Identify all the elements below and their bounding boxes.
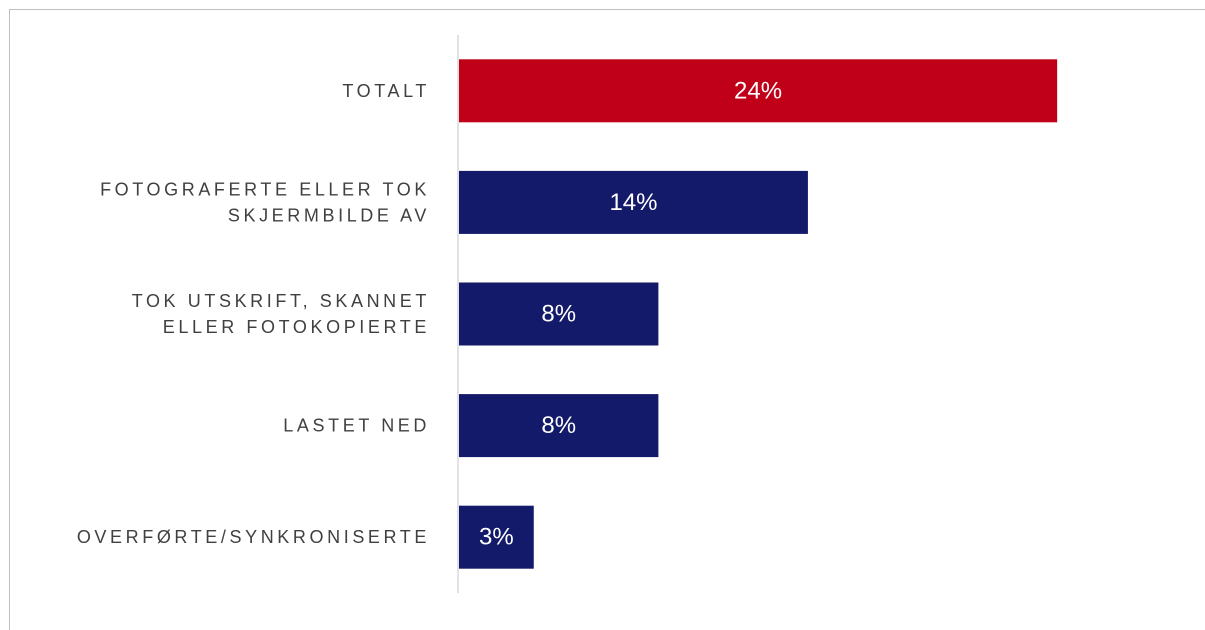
bar [459,59,1058,123]
bar [459,170,808,234]
data-label: 14% [609,189,657,216]
data-label: 8% [541,412,576,439]
category-label: LASTET NED [283,416,430,436]
category-label: TOTALT [342,81,430,101]
data-label: 24% [734,77,782,104]
category-labels: TOTALT FOTOGRAFERTE ELLER TOK SKJERMBILDE … [77,81,430,547]
bars-group: 24% 14% 8% 8% 3% [459,59,1058,569]
bar [459,394,659,458]
category-label: FOTOGRAFERTE ELLER TOK [100,179,430,199]
data-label: 3% [479,524,514,551]
category-label: TOK UTSKRIFT, SKANNET [132,291,430,311]
category-label: SKJERMBILDE AV [228,205,430,225]
data-label: 8% [541,301,576,328]
bar [459,505,534,569]
category-label: ELLER FOTOKOPIERTE [163,317,430,337]
category-label: OVERFØRTE/SYNKRONISERTE [77,527,430,547]
chart-frame [9,9,1205,630]
bar [459,282,659,346]
